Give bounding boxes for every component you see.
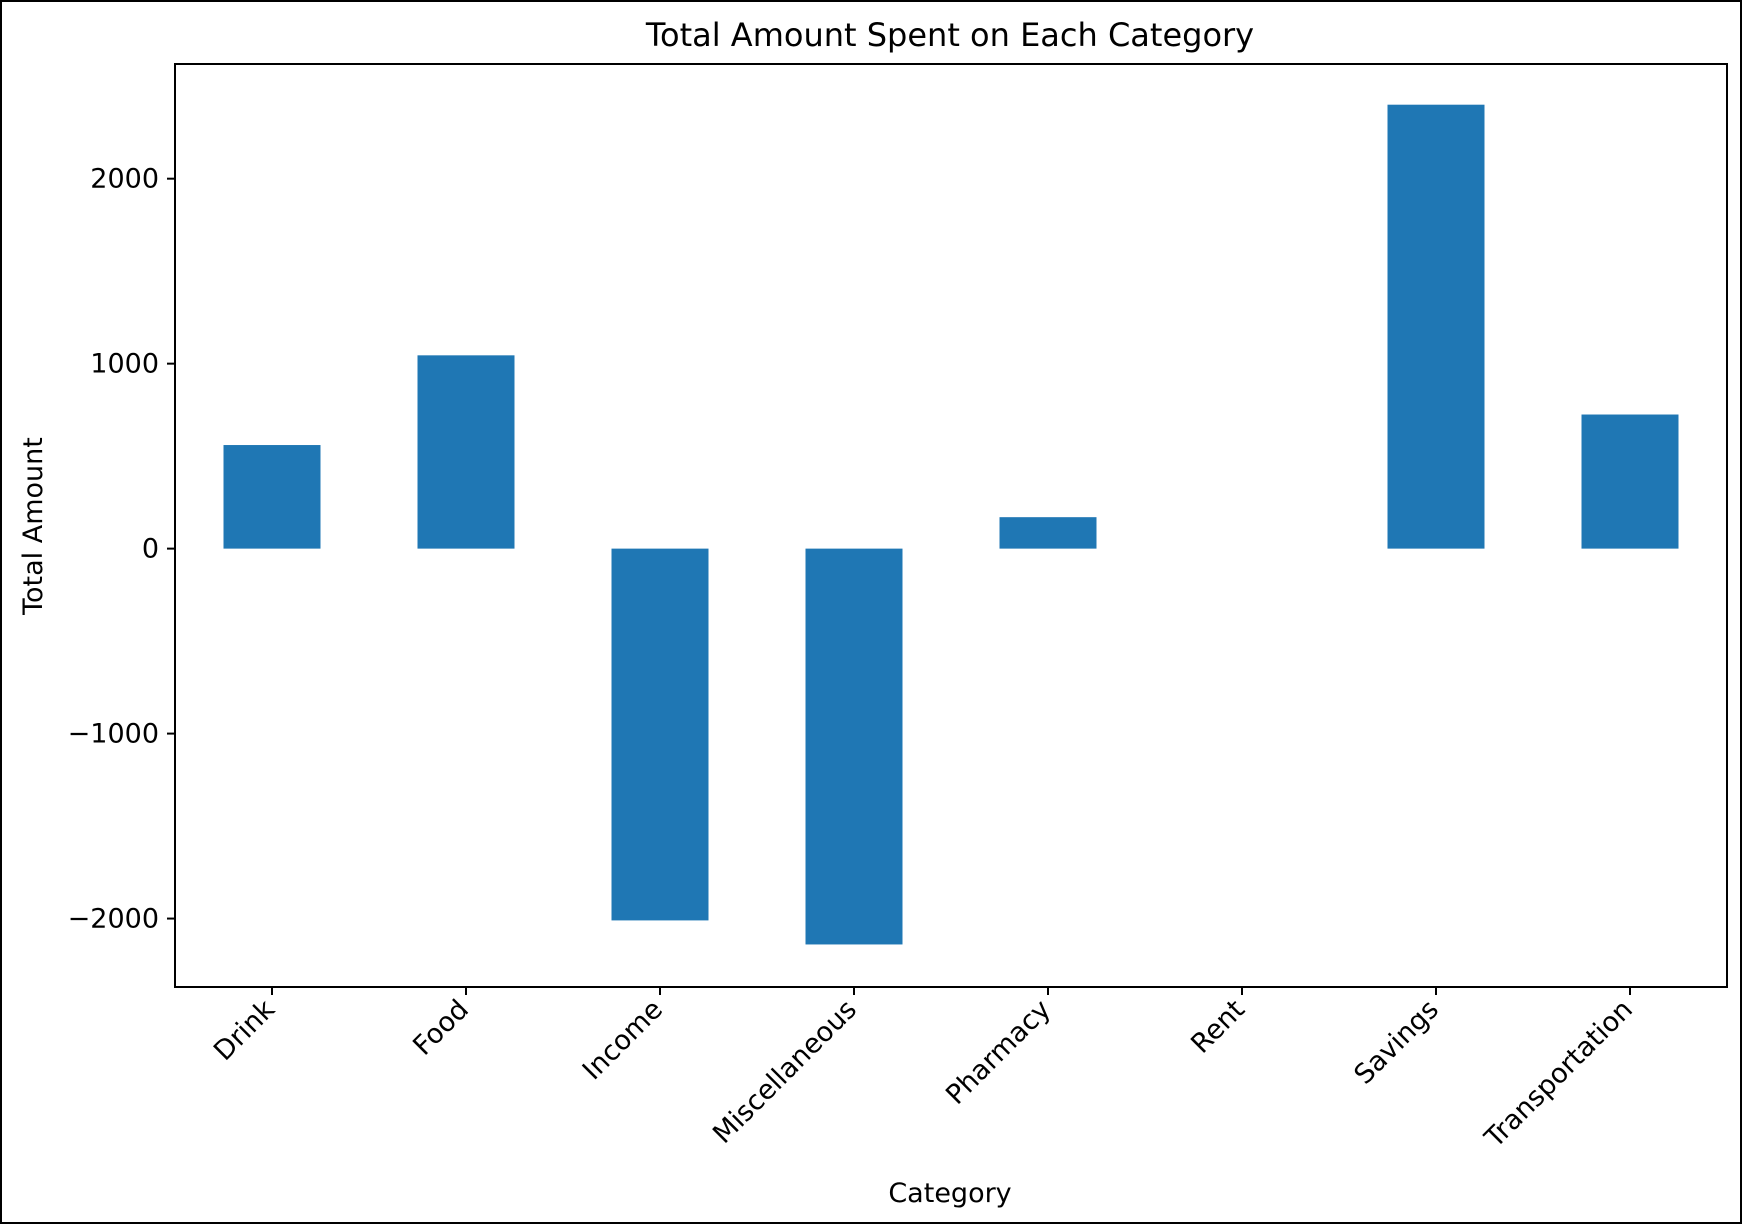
bar-miscellaneous xyxy=(805,548,903,945)
bar-income xyxy=(611,548,709,921)
x-tick-label: Income xyxy=(577,994,669,1086)
x-tick-label: Savings xyxy=(1348,994,1445,1091)
bar-savings xyxy=(1387,104,1485,549)
x-tick-label: Pharmacy xyxy=(940,994,1057,1111)
bar-pharmacy xyxy=(999,517,1097,549)
chart-title: Total Amount Spent on Each Category xyxy=(645,16,1254,54)
x-axis: Drink Food Income Miscellaneous Pharmacy Rent… xyxy=(208,987,1639,1155)
x-tick-label: Rent xyxy=(1185,994,1251,1060)
y-axis: −2000 −1000 0 1000 2000 xyxy=(68,164,175,935)
y-tick-label: −2000 xyxy=(68,904,159,935)
plot-area-frame xyxy=(174,63,1728,988)
y-tick-label: 1000 xyxy=(90,349,159,380)
bar-drink xyxy=(223,445,321,549)
x-tick-label: Miscellaneous xyxy=(707,994,863,1150)
y-tick-label: 0 xyxy=(142,534,159,565)
bars-layer xyxy=(223,104,1679,945)
bar-transportation xyxy=(1581,414,1679,549)
bar-food xyxy=(417,355,515,549)
y-tick-label: 2000 xyxy=(90,164,159,195)
y-tick-label: −1000 xyxy=(68,719,159,750)
x-axis-label: Category xyxy=(888,1178,1011,1209)
x-tick-label: Transportation xyxy=(1478,994,1638,1154)
y-axis-label: Total Amount xyxy=(18,437,49,616)
x-tick-label: Drink xyxy=(208,994,281,1067)
x-tick-label: Food xyxy=(407,994,475,1062)
